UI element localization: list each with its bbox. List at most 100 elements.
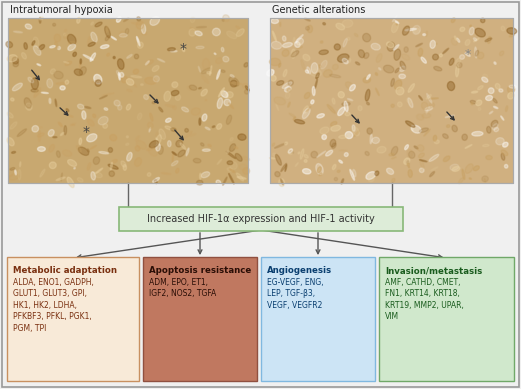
Ellipse shape <box>222 19 224 21</box>
Ellipse shape <box>470 25 472 27</box>
Ellipse shape <box>121 161 126 167</box>
Ellipse shape <box>146 60 153 65</box>
Ellipse shape <box>303 169 311 174</box>
Ellipse shape <box>205 127 210 130</box>
Ellipse shape <box>48 130 54 136</box>
Ellipse shape <box>167 140 171 147</box>
Ellipse shape <box>202 114 207 121</box>
Ellipse shape <box>65 61 72 65</box>
Ellipse shape <box>445 115 454 117</box>
Ellipse shape <box>421 102 428 110</box>
Ellipse shape <box>70 123 76 126</box>
Ellipse shape <box>472 91 478 93</box>
Ellipse shape <box>12 57 19 64</box>
Ellipse shape <box>350 170 355 180</box>
Ellipse shape <box>201 89 207 96</box>
Ellipse shape <box>193 158 201 163</box>
Ellipse shape <box>462 169 465 179</box>
Ellipse shape <box>36 74 38 75</box>
Ellipse shape <box>291 49 295 58</box>
Ellipse shape <box>366 172 376 179</box>
Ellipse shape <box>482 144 489 147</box>
Ellipse shape <box>492 124 498 130</box>
Ellipse shape <box>465 145 472 148</box>
Ellipse shape <box>404 158 410 164</box>
Ellipse shape <box>109 171 115 177</box>
Ellipse shape <box>91 172 95 180</box>
Ellipse shape <box>413 25 420 35</box>
Text: Invasion/metastasis: Invasion/metastasis <box>385 266 482 275</box>
Ellipse shape <box>322 135 327 140</box>
Ellipse shape <box>326 150 333 156</box>
Ellipse shape <box>78 104 84 109</box>
Ellipse shape <box>387 42 395 51</box>
Ellipse shape <box>408 166 410 168</box>
Ellipse shape <box>494 128 499 132</box>
Ellipse shape <box>178 150 185 157</box>
Ellipse shape <box>10 122 17 129</box>
Ellipse shape <box>146 147 154 151</box>
Ellipse shape <box>56 151 60 158</box>
Ellipse shape <box>227 168 233 172</box>
Ellipse shape <box>303 106 308 114</box>
Ellipse shape <box>156 144 160 151</box>
Ellipse shape <box>135 146 140 151</box>
Ellipse shape <box>344 152 348 156</box>
Ellipse shape <box>443 156 450 161</box>
Ellipse shape <box>199 118 201 125</box>
Ellipse shape <box>448 82 455 91</box>
Ellipse shape <box>58 122 63 127</box>
Ellipse shape <box>54 71 63 79</box>
Ellipse shape <box>9 170 14 177</box>
Ellipse shape <box>209 66 212 75</box>
Ellipse shape <box>501 26 505 31</box>
Ellipse shape <box>38 133 44 137</box>
Ellipse shape <box>205 100 207 101</box>
Ellipse shape <box>295 35 303 43</box>
Ellipse shape <box>332 64 338 70</box>
Ellipse shape <box>398 102 402 107</box>
Ellipse shape <box>87 163 91 170</box>
Ellipse shape <box>501 116 504 120</box>
Ellipse shape <box>104 108 108 110</box>
Ellipse shape <box>424 130 430 136</box>
Ellipse shape <box>126 143 129 145</box>
Ellipse shape <box>131 75 142 78</box>
Ellipse shape <box>126 79 134 85</box>
Ellipse shape <box>117 17 121 22</box>
Ellipse shape <box>138 113 142 120</box>
Ellipse shape <box>425 107 432 111</box>
Ellipse shape <box>147 173 151 176</box>
Text: Intratumoral hypoxia: Intratumoral hypoxia <box>10 5 113 15</box>
Ellipse shape <box>118 105 122 110</box>
Ellipse shape <box>7 112 13 118</box>
Ellipse shape <box>196 180 203 185</box>
Ellipse shape <box>226 92 233 98</box>
Ellipse shape <box>40 127 42 128</box>
Text: *: * <box>465 48 471 61</box>
Ellipse shape <box>475 50 479 56</box>
Ellipse shape <box>296 47 302 49</box>
Ellipse shape <box>342 58 348 64</box>
Ellipse shape <box>77 18 80 23</box>
Ellipse shape <box>478 107 481 110</box>
Ellipse shape <box>161 173 171 175</box>
Ellipse shape <box>470 100 476 104</box>
Ellipse shape <box>99 152 108 154</box>
Ellipse shape <box>454 36 456 40</box>
Ellipse shape <box>84 107 91 109</box>
Ellipse shape <box>276 104 279 110</box>
Text: Genetic alterations: Genetic alterations <box>272 5 365 15</box>
Text: Apoptosis resistance: Apoptosis resistance <box>149 266 251 275</box>
Ellipse shape <box>319 50 328 54</box>
Ellipse shape <box>127 54 132 58</box>
Ellipse shape <box>142 32 147 35</box>
Ellipse shape <box>280 179 283 185</box>
Ellipse shape <box>150 17 159 25</box>
Ellipse shape <box>507 28 517 34</box>
Ellipse shape <box>421 57 426 63</box>
Ellipse shape <box>190 133 196 136</box>
Ellipse shape <box>317 114 325 118</box>
Ellipse shape <box>275 172 280 177</box>
Ellipse shape <box>55 42 58 48</box>
